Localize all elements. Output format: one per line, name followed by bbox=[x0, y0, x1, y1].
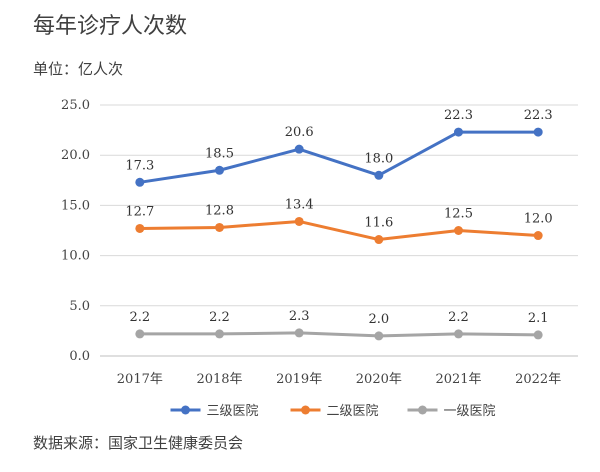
series-line bbox=[138, 331, 540, 338]
data-point bbox=[294, 216, 304, 226]
legend-label: 一级医院 bbox=[444, 404, 496, 419]
data-point bbox=[135, 223, 145, 233]
y-tick-label: 20.0 bbox=[61, 148, 90, 163]
data-label: 2.2 bbox=[129, 310, 150, 325]
data-point bbox=[215, 329, 224, 339]
data-point bbox=[454, 226, 463, 235]
data-label: 2.2 bbox=[209, 310, 230, 325]
series-line bbox=[138, 219, 540, 242]
data-label: 22.3 bbox=[524, 108, 553, 123]
x-tick-label: 2021年 bbox=[435, 372, 481, 387]
data-label: 11.6 bbox=[364, 216, 393, 231]
y-tick-label: 5.0 bbox=[69, 299, 90, 314]
legend-marker bbox=[301, 405, 310, 415]
x-tick-label: 2022年 bbox=[515, 372, 561, 387]
data-point bbox=[374, 331, 384, 341]
data-label: 2.1 bbox=[528, 311, 549, 326]
legend-label: 三级医院 bbox=[207, 404, 259, 419]
legend-marker bbox=[181, 405, 190, 415]
data-label: 2.2 bbox=[448, 310, 469, 325]
series-line bbox=[138, 130, 540, 184]
data-point bbox=[533, 127, 543, 137]
data-point bbox=[135, 329, 145, 339]
data-point bbox=[533, 330, 543, 340]
x-tick-label: 2017年 bbox=[117, 372, 163, 387]
data-point bbox=[215, 165, 224, 175]
y-tick-label: 0.0 bbox=[69, 349, 90, 364]
data-point bbox=[374, 235, 384, 245]
x-tick-label: 2018年 bbox=[196, 372, 242, 387]
y-tick-label: 10.0 bbox=[61, 249, 90, 264]
data-point bbox=[215, 222, 224, 232]
data-label: 18.0 bbox=[364, 151, 393, 166]
data-label: 12.5 bbox=[444, 207, 473, 222]
data-label: 12.8 bbox=[205, 203, 234, 218]
x-tick-label: 2019年 bbox=[276, 372, 322, 387]
y-tick-label: 25.0 bbox=[61, 98, 90, 113]
data-label: 12.7 bbox=[125, 204, 154, 219]
unit-label: 单位：亿人次 bbox=[33, 60, 124, 78]
data-point bbox=[533, 231, 543, 241]
data-point bbox=[135, 177, 145, 187]
data-point bbox=[294, 328, 304, 338]
legend-label: 二级医院 bbox=[327, 404, 379, 419]
data-label: 20.6 bbox=[285, 125, 314, 140]
legend-marker bbox=[418, 405, 427, 415]
data-label: 2.3 bbox=[289, 309, 310, 324]
source-note: 数据来源：国家卫生健康委员会 bbox=[33, 434, 244, 452]
data-point bbox=[374, 170, 384, 180]
x-tick-label: 2020年 bbox=[356, 372, 402, 387]
data-label: 18.5 bbox=[205, 146, 234, 161]
data-label: 2.0 bbox=[368, 312, 389, 327]
data-label: 17.3 bbox=[125, 158, 154, 173]
data-label: 13.4 bbox=[285, 197, 314, 212]
data-point bbox=[454, 329, 463, 339]
data-point bbox=[294, 144, 304, 154]
data-label: 22.3 bbox=[444, 108, 473, 123]
y-tick-label: 15.0 bbox=[61, 198, 90, 213]
data-label: 12.0 bbox=[524, 212, 553, 227]
data-point bbox=[454, 127, 463, 137]
chart-title: 每年诊疗人次数 bbox=[33, 14, 188, 39]
